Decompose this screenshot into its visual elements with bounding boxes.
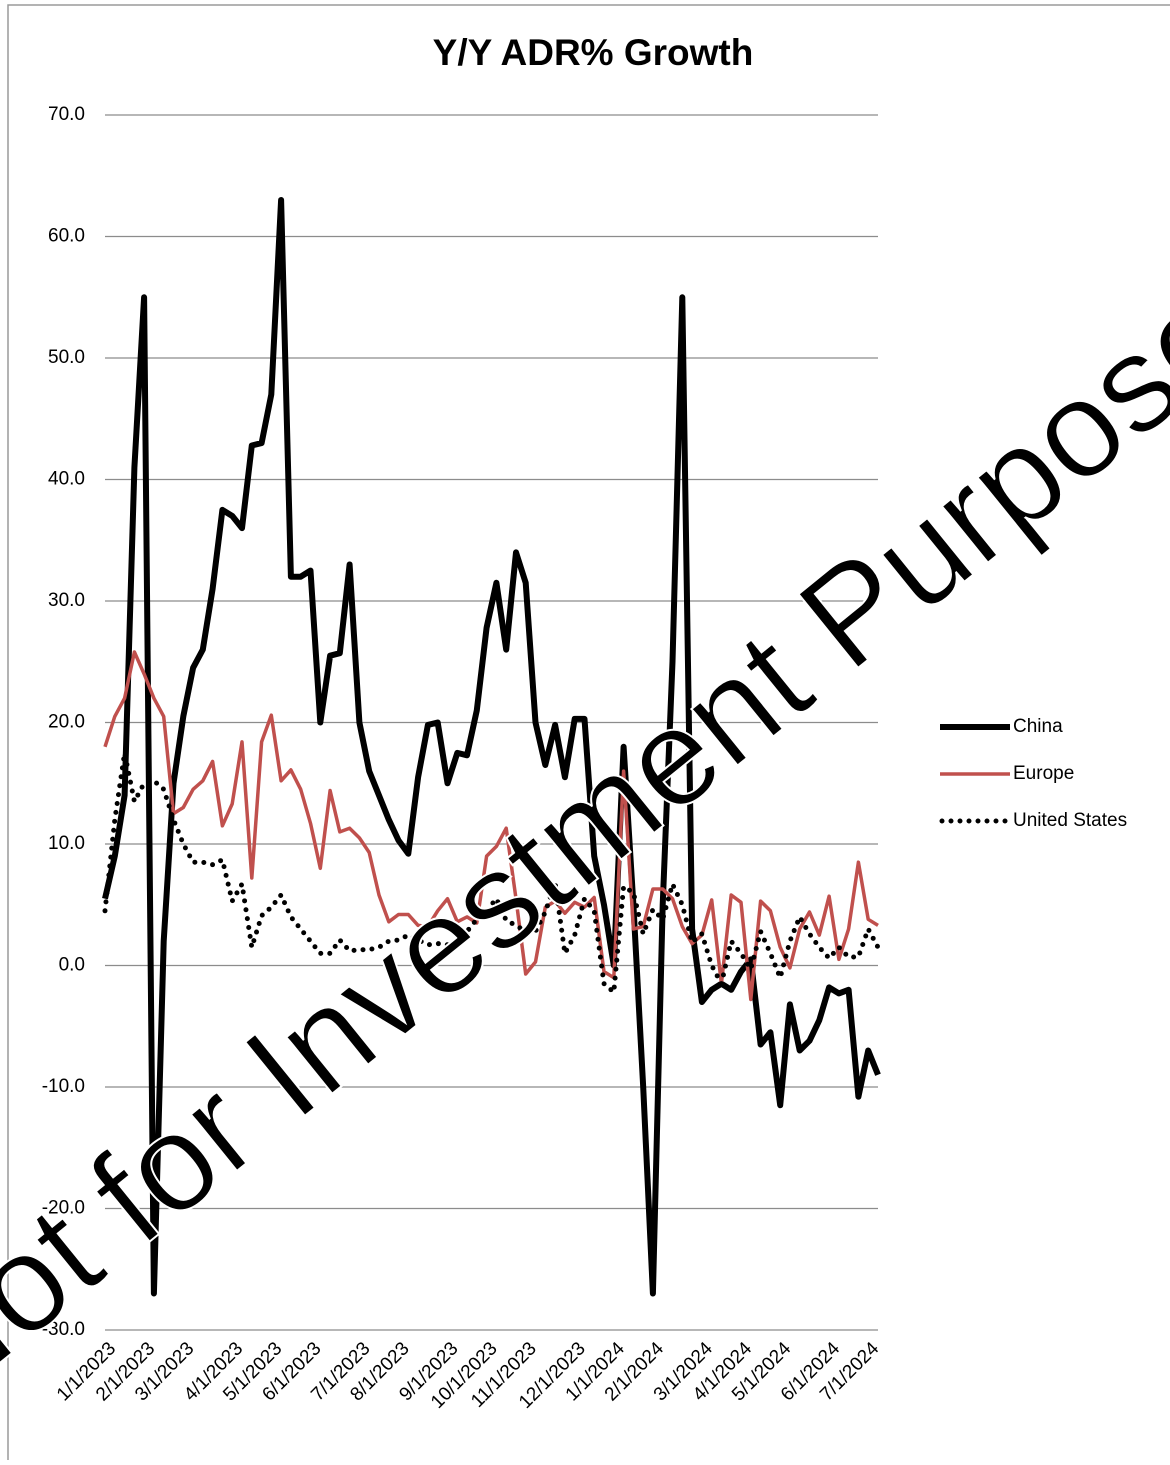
y-tick-label: 30.0 (48, 590, 85, 611)
legend: China Europe United States (939, 716, 1127, 831)
y-tick-label: -30.0 (42, 1319, 85, 1340)
y-tick-label: -20.0 (42, 1198, 85, 1219)
legend-label: China (1013, 716, 1063, 737)
y-tick-label: 40.0 (48, 469, 85, 490)
chart-border (7, 4, 1170, 1465)
series-line (103, 650, 879, 1002)
y-tick-label: 10.0 (48, 833, 85, 854)
y-tick-label: 50.0 (48, 347, 85, 368)
chart-title: Y/Y ADR% Growth (433, 32, 754, 73)
series-line (102, 750, 881, 995)
y-tick-label: 60.0 (48, 226, 85, 247)
legend-label: United States (1013, 810, 1127, 831)
legend-label: Europe (1013, 763, 1074, 784)
y-tick-label: -10.0 (42, 1076, 85, 1097)
plot-area (102, 197, 881, 1297)
y-tick-label: 0.0 (59, 955, 85, 976)
y-tick-label: 20.0 (48, 712, 85, 733)
y-tick-label: 70.0 (48, 104, 85, 125)
series-line (102, 197, 881, 1297)
